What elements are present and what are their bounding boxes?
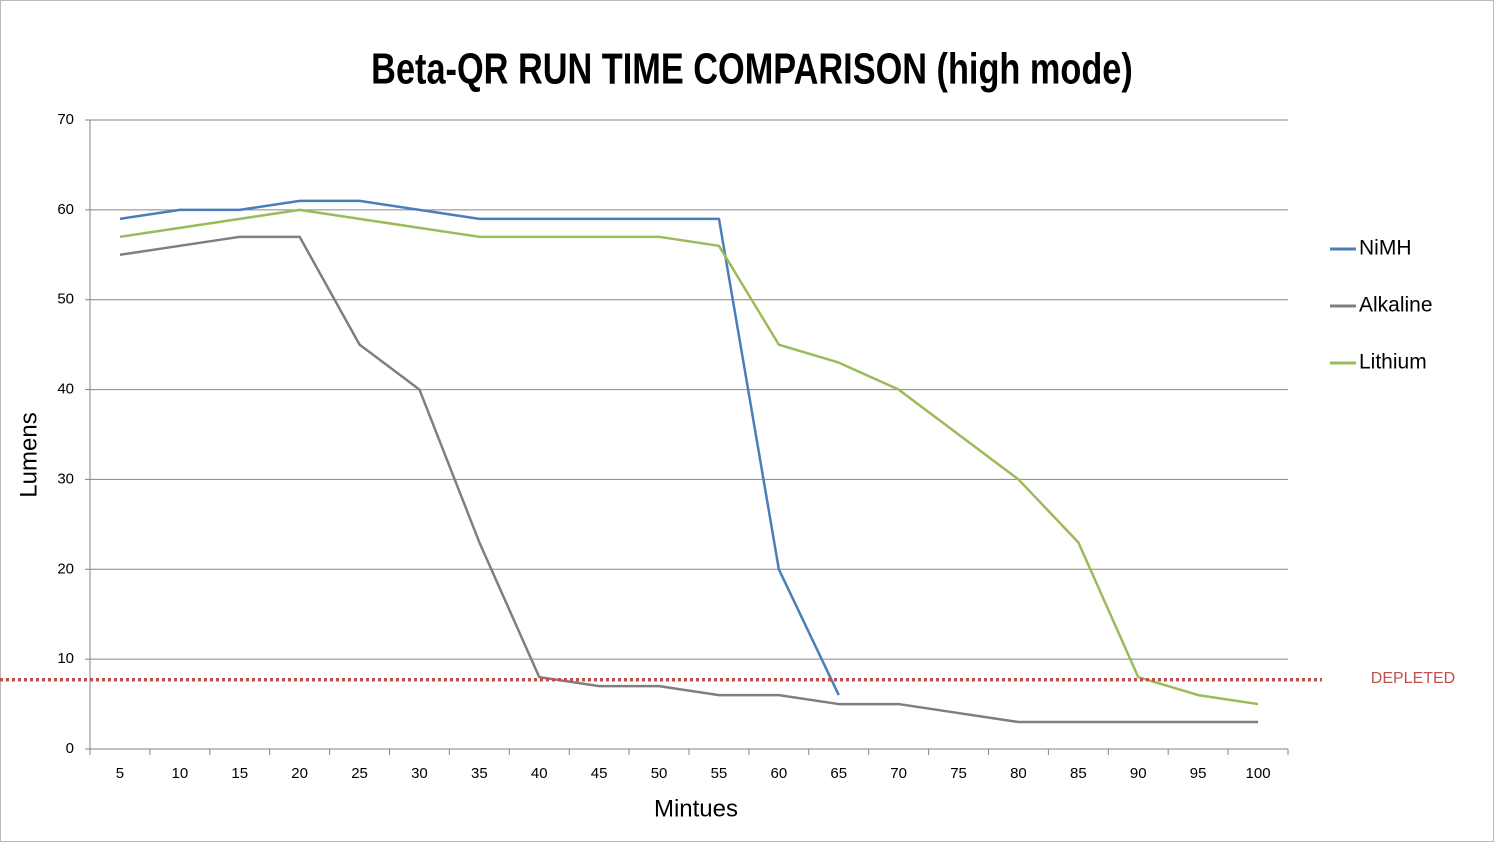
legend-label: Alkaline <box>1359 294 1433 317</box>
x-tick-label: 25 <box>351 765 368 782</box>
x-axis-label: Mintues <box>654 795 738 822</box>
y-tick-label: 70 <box>57 111 74 128</box>
x-tick-label: 100 <box>1246 765 1271 782</box>
legend-label: Lithium <box>1359 351 1427 374</box>
x-tick-label: 30 <box>411 765 428 782</box>
x-tick-label: 95 <box>1190 765 1207 782</box>
x-tick-label: 60 <box>771 765 788 782</box>
x-tick-label: 55 <box>711 765 728 782</box>
x-tick-label: 90 <box>1130 765 1147 782</box>
x-tick-label: 5 <box>116 765 124 782</box>
y-tick-label: 50 <box>57 291 74 308</box>
series-line <box>119 208 1259 706</box>
x-tick-label: 10 <box>172 765 189 782</box>
y-tick-label: 40 <box>57 381 74 398</box>
x-tick-label: 80 <box>1010 765 1027 782</box>
y-tick-label: 60 <box>57 201 74 218</box>
y-tick-label: 30 <box>57 470 74 487</box>
x-tick-label: 15 <box>231 765 248 782</box>
series-line <box>119 235 1259 724</box>
chart-title: Beta-QR RUN TIME COMPARISON (high mode) <box>371 45 1133 94</box>
y-tick-label: 10 <box>57 650 74 667</box>
x-tick-label: 50 <box>651 765 668 782</box>
x-tick-label: 45 <box>591 765 608 782</box>
y-axis-label: Lumens <box>15 412 42 497</box>
depleted-label: DEPLETED <box>1371 670 1455 687</box>
legend-label: NiMH <box>1359 237 1412 260</box>
x-tick-label: 20 <box>291 765 308 782</box>
x-tick-label: 35 <box>471 765 488 782</box>
y-tick-label: 20 <box>57 560 74 577</box>
x-tick-label: 85 <box>1070 765 1087 782</box>
x-tick-label: 70 <box>890 765 907 782</box>
y-tick-label: 0 <box>66 740 74 757</box>
x-tick-label: 65 <box>830 765 847 782</box>
series-line <box>119 199 840 696</box>
x-tick-label: 40 <box>531 765 548 782</box>
x-tick-label: 75 <box>950 765 967 782</box>
